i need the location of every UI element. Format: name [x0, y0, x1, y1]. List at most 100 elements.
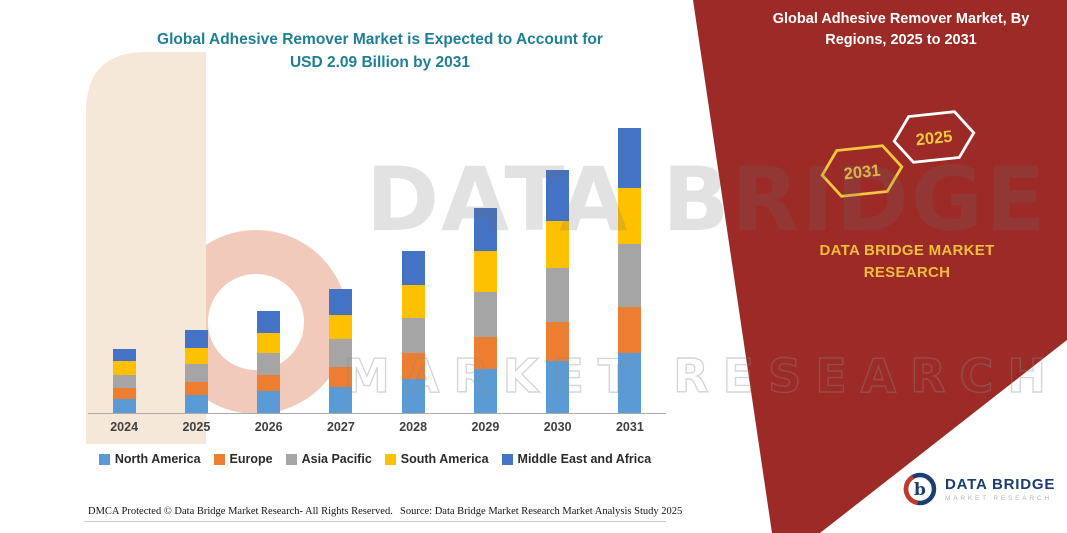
stacked-bar-2031	[618, 128, 642, 413]
bar-segment	[184, 347, 208, 364]
legend-swatch	[501, 453, 513, 465]
legend-label: Europe	[229, 452, 273, 466]
bar-slot-2030	[522, 113, 594, 413]
bar-segment	[473, 336, 497, 370]
bar-slot-2028	[377, 113, 449, 413]
legend-item: North America	[98, 452, 201, 466]
legend-item: South America	[384, 452, 489, 466]
bar-slot-2029	[449, 113, 521, 413]
bar-segment	[184, 395, 208, 413]
footer-source-text: Source: Data Bridge Market Research Mark…	[400, 506, 683, 517]
hexagon-2031-outline	[820, 144, 904, 198]
x-axis-label: 2030	[543, 420, 572, 434]
chart-legend: North America Europe Asia Pacific South Ame…	[60, 452, 690, 466]
legend-label: Middle East and Africa	[517, 452, 652, 466]
bar-segment	[473, 291, 497, 337]
panel-brand-text: DATA BRIDGE MARKET RESEARCH	[795, 240, 1019, 284]
stacked-bar-2027	[329, 288, 353, 413]
bar-segment	[184, 363, 208, 382]
bar-segment	[618, 243, 642, 307]
bar-segment	[546, 321, 570, 362]
bar-segment	[401, 284, 425, 318]
bar-segment	[618, 353, 642, 413]
bar-slot-2027	[305, 113, 377, 413]
bar-segment	[618, 306, 642, 353]
legend-label: North America	[114, 452, 201, 466]
legend-item: Asia Pacific	[285, 452, 372, 466]
bar-segment	[329, 339, 353, 367]
bar-segment	[112, 361, 136, 375]
x-axis-label: 2028	[399, 420, 428, 434]
legend-swatch	[384, 453, 396, 465]
stacked-bar-2024	[112, 348, 136, 413]
x-axis-labels: 2024 2025 2026 2027 2028 2029 2030 2031	[88, 420, 666, 434]
bar-segment	[257, 374, 281, 392]
logo-watermark-bowl	[164, 230, 346, 414]
hexagon-2031-label: 2031	[843, 162, 881, 184]
bar-segment	[546, 361, 570, 413]
hexagon-2025-label: 2025	[915, 128, 953, 150]
bar-segment	[257, 391, 281, 413]
stacked-bar-chart	[88, 113, 666, 414]
bar-slot-2026	[233, 113, 305, 413]
page-title-line1: Global Adhesive Remover Market is Expect…	[157, 31, 603, 48]
page-title: Global Adhesive Remover Market is Expect…	[105, 28, 655, 74]
bar-slot-2024	[88, 113, 160, 413]
bar-slot-2031	[594, 113, 666, 413]
hexagon-2025: 2025	[892, 110, 976, 164]
logo-text: DATA BRIDGE MARKET RESEARCH	[945, 476, 1055, 502]
bar-segment	[546, 220, 570, 269]
logo-watermark-stem	[86, 52, 206, 444]
bar-segment	[112, 388, 136, 400]
x-axis-label: 2027	[326, 420, 355, 434]
footer-divider	[84, 521, 666, 522]
bar-segment	[473, 369, 497, 413]
x-axis-label: 2025	[182, 420, 211, 434]
bar-segment	[257, 310, 281, 333]
legend-label: Asia Pacific	[301, 452, 372, 466]
bar-segment	[618, 188, 642, 244]
hexagon-2025-outline	[892, 110, 976, 164]
bar-segment	[184, 381, 208, 396]
footer-dmca-text: DMCA Protected © Data Bridge Market Rese…	[88, 506, 393, 517]
logo-name: DATA BRIDGE	[945, 476, 1056, 493]
logo-subtitle: MARKET RESEARCH	[945, 495, 1052, 502]
bar-segment	[184, 329, 208, 348]
bar-segment	[618, 128, 642, 189]
bar-segment	[546, 170, 570, 221]
bar-segment	[401, 353, 425, 379]
bar-segment	[112, 374, 136, 389]
legend-swatch	[98, 453, 110, 465]
dbmr-logo-watermark-icon	[86, 52, 346, 444]
bar-segment	[329, 314, 353, 340]
hexagon-2031: 2031	[820, 144, 904, 198]
dbmr-logo: b DATA BRIDGE MARKET RESEARCH	[903, 472, 1055, 506]
bar-segment	[401, 378, 425, 413]
stacked-bar-2029	[473, 208, 497, 413]
panel-brand-line1: DATA BRIDGE MARKET	[819, 242, 995, 259]
year-hexagons: 2025 2031	[820, 110, 976, 198]
bar-segment	[401, 317, 425, 354]
stacked-bar-2025	[184, 329, 208, 413]
legend-label: South America	[400, 452, 489, 466]
page-title-line2: USD 2.09 Billion by 2031	[289, 54, 471, 71]
logo-b-glyph: b	[914, 480, 926, 500]
bar-segment	[473, 208, 497, 251]
stacked-bar-2030	[546, 170, 570, 413]
x-axis-label: 2024	[110, 420, 139, 434]
bar-segment	[112, 348, 136, 362]
bar-segment	[473, 250, 497, 292]
x-axis-label: 2031	[615, 420, 644, 434]
panel-title: Global Adhesive Remover Market, By Regio…	[772, 11, 1030, 48]
panel-brand-line2: RESEARCH	[863, 264, 951, 281]
bar-slot-2025	[160, 113, 232, 413]
bar-segment	[546, 268, 570, 322]
stacked-bar-2028	[401, 250, 425, 413]
data-bridge-circle-b-icon: b	[903, 472, 937, 506]
legend-swatch	[213, 453, 225, 465]
x-axis-label: 2026	[254, 420, 283, 434]
bar-segment	[401, 250, 425, 285]
logo-ring-red	[903, 472, 937, 506]
bar-segment	[257, 353, 281, 375]
